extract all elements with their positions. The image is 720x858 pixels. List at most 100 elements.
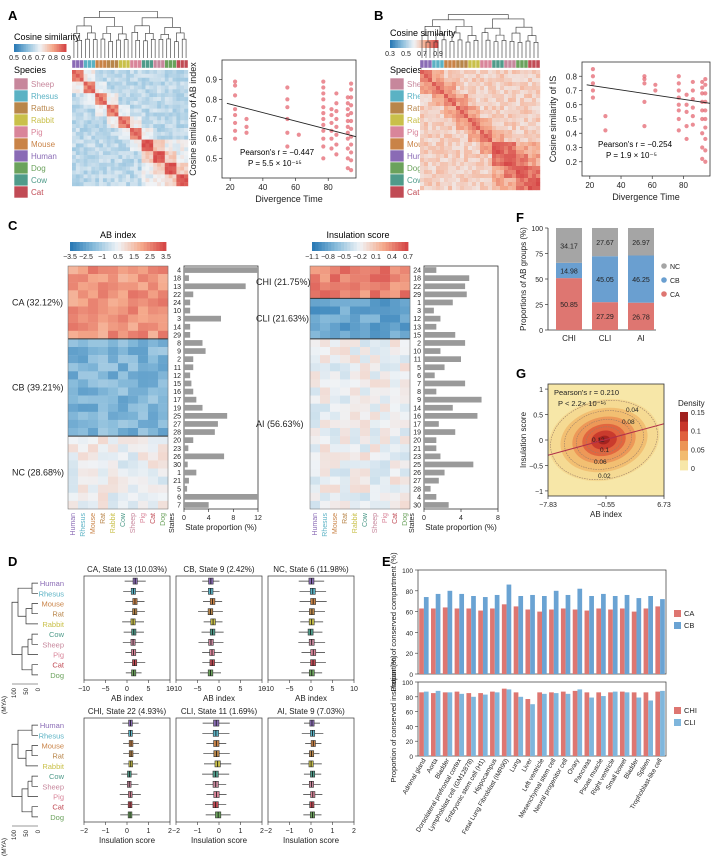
panel-a-heatmap-cell xyxy=(168,77,173,82)
panel-c-left-heatmap-cell xyxy=(98,355,109,364)
panel-b-heatmap-cell xyxy=(460,86,465,91)
panel-c-left-state-label: 2 xyxy=(177,357,181,364)
panel-b-heatmap-cell xyxy=(532,118,537,123)
panel-a-scatter-point xyxy=(321,122,326,127)
panel-c-right-heatmap-cell xyxy=(390,468,401,477)
panel-c-left-heatmap-cell xyxy=(88,411,99,421)
panel-a-strip-cell xyxy=(75,59,80,69)
panel-c-right-heatmap-cell xyxy=(380,330,391,340)
panel-e-bottom-bar xyxy=(423,691,429,756)
panel-a-heatmap-cell xyxy=(102,170,107,175)
panel-c-right-heatmap-cell xyxy=(400,347,411,356)
panel-a-heatmap-cell xyxy=(122,158,127,163)
panel-g-y-tick-label: 0 xyxy=(539,438,543,445)
panel-c-colorbar-cell xyxy=(366,242,370,251)
panel-b-heatmap-cell xyxy=(504,78,509,83)
panel-c-right-heatmap-cell xyxy=(360,500,371,510)
panel-d-bottom-1-x-tick-label: −2 xyxy=(80,828,88,835)
panel-b-legend-label: Mouse xyxy=(407,140,432,149)
panel-c-right-heatmap-cell xyxy=(310,484,321,493)
panel-c-right-state-label: 9 xyxy=(417,397,421,404)
panel-c-right-heatmap-cell xyxy=(400,371,411,380)
panel-c-left-bar xyxy=(184,307,191,314)
panel-a-heatmap-cell xyxy=(137,170,142,175)
panel-c-right-heatmap-cell xyxy=(330,452,341,461)
panel-a-dendrogram-branch xyxy=(145,32,154,41)
panel-a-heatmap-cell xyxy=(75,170,80,175)
panel-a-heatmap-cell xyxy=(95,120,100,125)
panel-f-legend-swatch xyxy=(661,263,667,269)
panel-a-heatmap-cell xyxy=(184,100,189,105)
panel-c-left-heatmap-cell xyxy=(138,428,149,437)
panel-c-left-heatmap-cell xyxy=(98,452,109,461)
panel-a-legend-label: Human xyxy=(31,152,57,161)
panel-c-colorbar-cell xyxy=(143,242,148,251)
panel-b-heatmap-cell xyxy=(536,110,541,115)
panel-b-heatmap-cell xyxy=(528,134,533,139)
panel-c-left-x-tick-label: 12 xyxy=(254,515,262,522)
panel-c-right-heatmap-cell xyxy=(350,274,361,283)
panel-a-heatmap-cell xyxy=(91,131,96,136)
panel-b-heatmap-cell xyxy=(500,130,505,135)
panel-a-heatmap-cell xyxy=(106,170,111,175)
panel-c-species-column-label: Rhesus xyxy=(322,513,329,537)
panel-b-heatmap-cell xyxy=(536,166,541,171)
panel-b-heatmap-cell xyxy=(520,78,525,83)
panel-e-top-bar xyxy=(612,596,618,674)
panel-a-heatmap-cell xyxy=(99,166,104,171)
panel-c-right-heatmap-cell xyxy=(340,298,351,307)
panel-a-heatmap-cell xyxy=(83,182,88,187)
panel-a-heatmap-cell xyxy=(126,162,131,167)
panel-f-y-tick-label: 50 xyxy=(535,277,543,284)
panel-a-heatmap-cell xyxy=(87,128,92,133)
panel-b-y-tick-label: 0.6 xyxy=(566,101,578,110)
panel-d-top-2-x-tick-label: 0 xyxy=(217,686,221,693)
panel-a-heatmap-cell xyxy=(122,120,127,125)
panel-b-strip-cell xyxy=(479,59,485,69)
panel-e-bottom-bar xyxy=(660,690,665,756)
panel-b-heatmap-cell xyxy=(512,170,517,175)
panel-a-heatmap-cell xyxy=(114,108,119,113)
panel-c-left-heatmap-cell xyxy=(158,347,169,356)
panel-c-left-heatmap-cell xyxy=(128,395,139,404)
panel-a-heatmap-cell xyxy=(160,116,165,121)
panel-b-heatmap-cell xyxy=(528,162,533,167)
panel-a-heatmap-cell xyxy=(133,85,138,90)
panel-a-heatmap-cell xyxy=(106,174,111,179)
panel-a-heatmap-cell xyxy=(122,89,127,94)
panel-a-scatter-point xyxy=(285,144,290,149)
panel-f-bar-segment xyxy=(628,302,654,330)
panel-c-right-heatmap-cell xyxy=(390,363,401,372)
panel-b-heatmap-cell xyxy=(464,110,469,115)
panel-d-bottom-1-title: CHI, State 22 (4.93%) xyxy=(88,707,167,716)
panel-b-heatmap-cell xyxy=(484,178,489,183)
panel-a-heatmap-cell xyxy=(110,128,115,133)
panel-a-heatmap-cell xyxy=(172,147,177,152)
panel-b-species-title: Species xyxy=(390,65,423,75)
panel-b-heatmap-cell xyxy=(452,178,457,183)
panel-b-x-tick-label: 60 xyxy=(648,181,657,190)
panel-c-left-heatmap-cell xyxy=(138,298,149,307)
panel-a-heatmap-cell xyxy=(157,151,162,156)
panel-a-heatmap-cell xyxy=(91,158,96,163)
panel-a-colorbar-cell xyxy=(33,44,36,52)
panel-b-dendrogram-branch xyxy=(525,40,531,58)
panel-c-right-heatmap-cell xyxy=(310,282,321,291)
panel-b-heatmap-cell xyxy=(428,170,433,175)
panel-a-heatmap-cell xyxy=(133,170,138,175)
panel-b-heatmap-cell xyxy=(500,182,505,187)
panel-b-heatmap-cell xyxy=(456,126,461,131)
panel-a-heatmap-cell xyxy=(79,104,84,109)
panel-c-left-heatmap-cell xyxy=(78,444,89,453)
panel-a-heatmap-cell xyxy=(141,174,146,179)
panel-c-left-heatmap-cell xyxy=(148,403,159,412)
panel-b-heatmap-cell xyxy=(464,90,469,95)
panel-b-heatmap-cell xyxy=(516,94,521,99)
panel-b-heatmap-cell xyxy=(420,86,425,91)
panel-c-left-heatmap-cell xyxy=(68,282,79,291)
panel-a-heatmap-cell xyxy=(83,70,88,75)
panel-a-heatmap-cell xyxy=(141,116,146,121)
panel-c-left-heatmap-cell xyxy=(88,266,99,275)
panel-c-left-heatmap-cell xyxy=(138,436,149,445)
